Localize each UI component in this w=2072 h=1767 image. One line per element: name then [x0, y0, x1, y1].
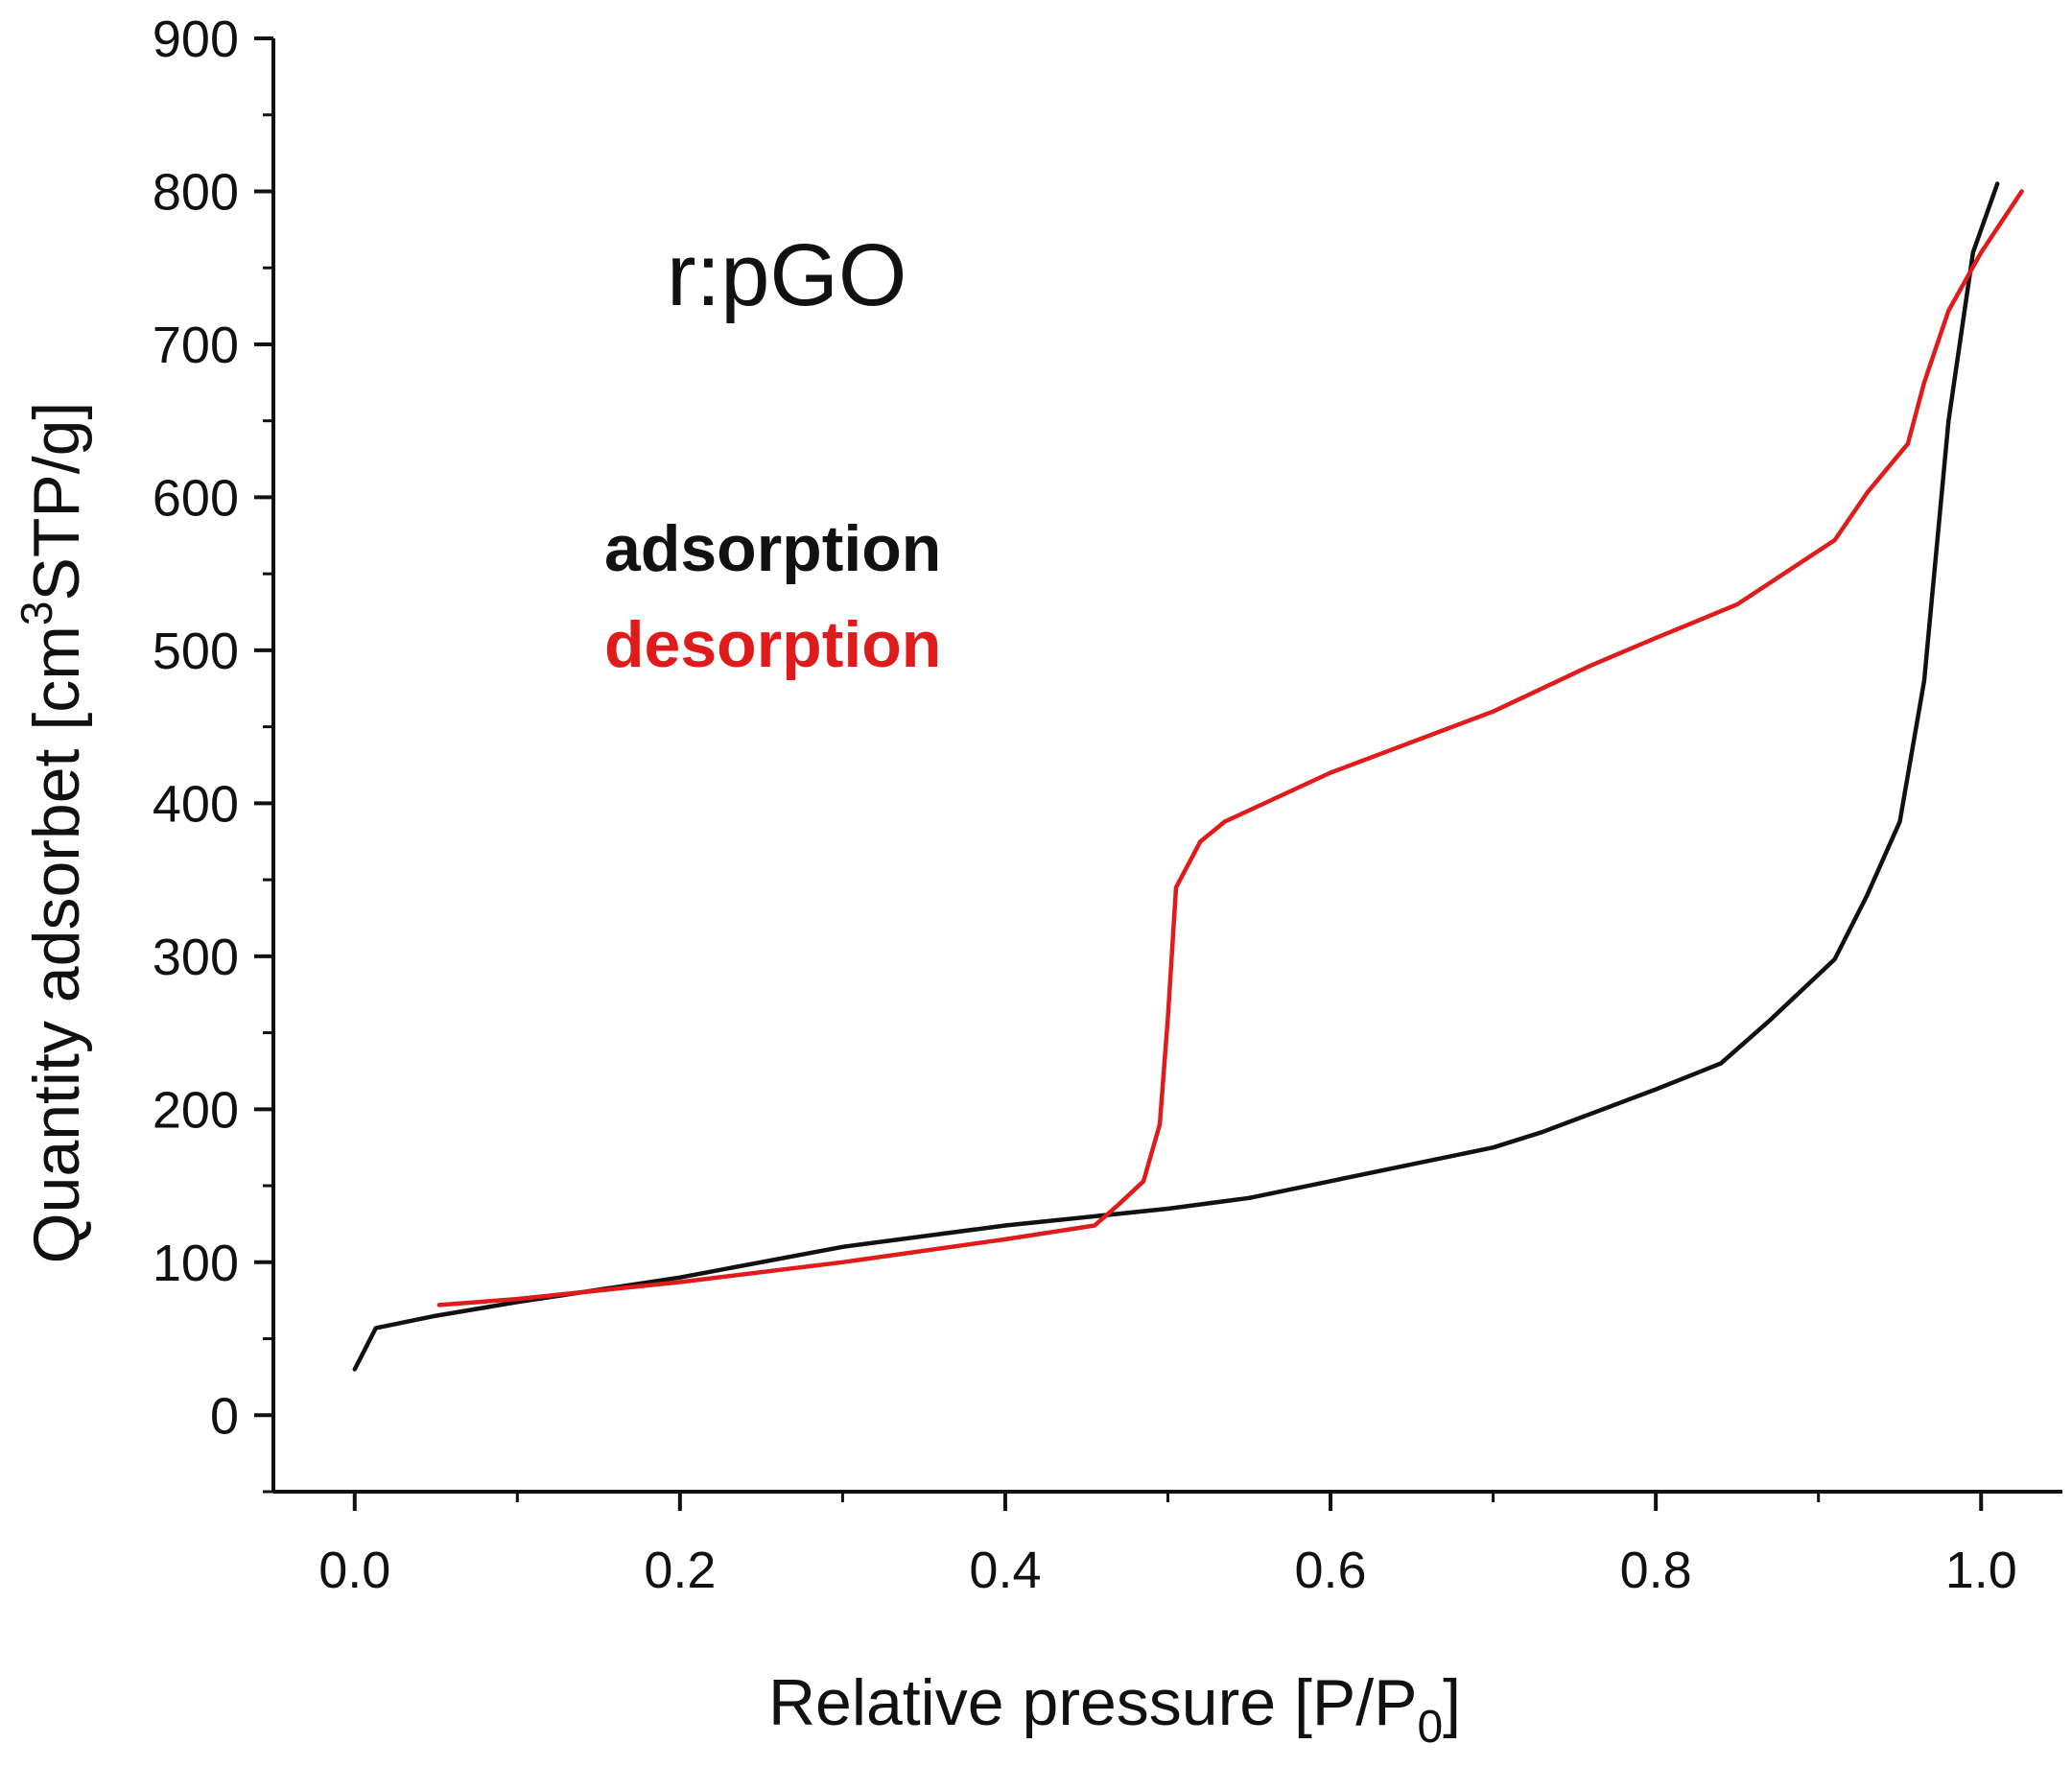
y-tick-label: 800 [153, 163, 239, 221]
y-tick-label: 100 [153, 1235, 239, 1292]
desorption-line [436, 189, 2024, 1308]
y-axis-title-superscript: 3 [12, 601, 61, 626]
x-tick-label: 1.0 [1945, 1542, 2017, 1599]
y-tick-label: 200 [153, 1081, 239, 1139]
x-tick-label: 0.2 [644, 1542, 716, 1599]
y-tick-label: 700 [153, 317, 239, 374]
legend-adsorption: adsorption [604, 512, 941, 585]
x-axis-title-main: Relative pressure [P/P [768, 1666, 1418, 1739]
x-tick-label: 0.8 [1620, 1542, 1692, 1599]
adsorption-line [352, 181, 2000, 1372]
chart-tick-labels: 0 100 200 300 400 500 600 700 800 900 0.0 0.2 0.4 0.6… [153, 11, 2017, 1599]
legend-desorption: desorption [604, 608, 941, 681]
y-tick-label: 400 [153, 775, 239, 833]
y-tick-label: 500 [153, 623, 239, 680]
sample-annotation: r:pGO [667, 226, 906, 324]
x-axis-title-subscript: 0 [1417, 1702, 1443, 1753]
x-axis-title-end: ] [1443, 1666, 1461, 1739]
y-axis-title: Quantity adsorbet [cm3STP/g] [12, 402, 93, 1264]
chart-axes [271, 38, 2062, 1494]
y-axis-title-main: Quantity adsorbet [cm [20, 625, 93, 1263]
y-tick-label: 600 [153, 469, 239, 527]
y-tick-label: 900 [153, 11, 239, 68]
y-tick-label: 0 [210, 1387, 239, 1445]
y-axis-title-end: STP/g] [20, 402, 93, 601]
x-tick-label: 0.0 [318, 1542, 390, 1599]
chart-series [352, 181, 2024, 1372]
x-tick-label: 0.6 [1295, 1542, 1367, 1599]
x-axis-title: Relative pressure [P/P0] [768, 1666, 1461, 1753]
chart-ticks [254, 36, 1984, 1511]
y-tick-label: 300 [153, 929, 239, 986]
x-tick-label: 0.4 [969, 1542, 1041, 1599]
